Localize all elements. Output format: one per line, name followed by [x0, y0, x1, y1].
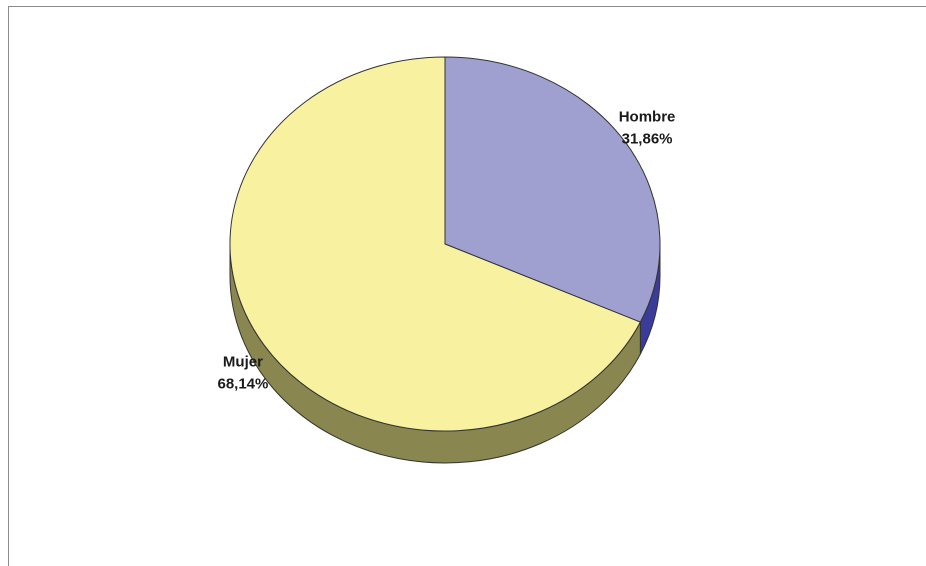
slice-label-mujer: Mujer 68,14%: [217, 353, 268, 392]
pie-slice-hombre: [444, 56, 661, 323]
slice-label-hombre: Hombre 31,86%: [619, 109, 676, 148]
pie-labels: Hombre 31,86% Mujer 68,14%: [217, 109, 675, 393]
pie-chart: Hombre 31,86% Mujer 68,14%: [217, 56, 675, 464]
pie-slice-mujer: [229, 56, 641, 432]
pie-tops: [229, 56, 661, 432]
